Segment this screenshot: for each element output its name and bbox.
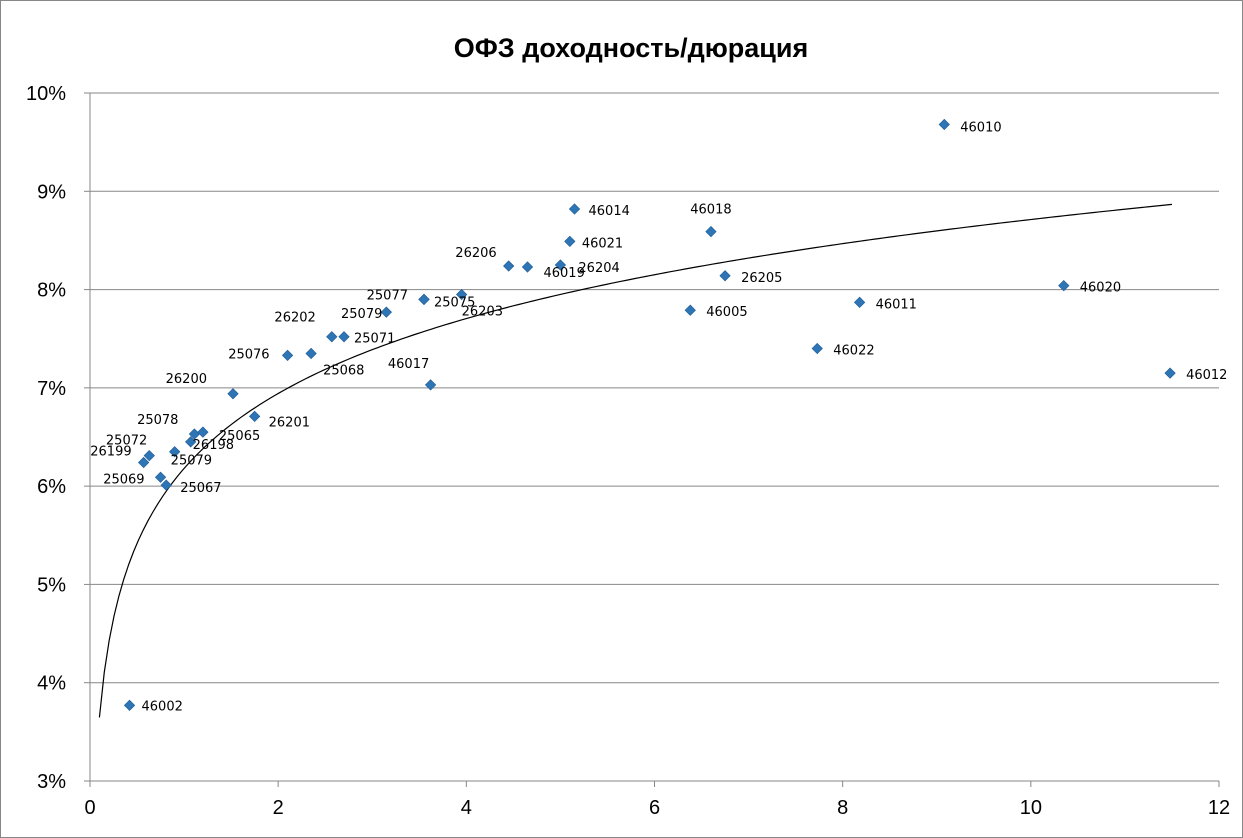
data-point-label: 46002 bbox=[142, 699, 183, 714]
data-point-label: 46018 bbox=[690, 203, 731, 218]
data-point-label: 25077 bbox=[367, 288, 408, 303]
data-point-label: 26199 bbox=[90, 445, 131, 460]
data-point-label: 25079 bbox=[171, 454, 212, 469]
data-point-label: 46010 bbox=[960, 120, 1001, 135]
data-point-label: 26201 bbox=[269, 415, 310, 430]
y-tick-label: 6% bbox=[37, 476, 66, 498]
y-tick-label: 10% bbox=[26, 83, 66, 105]
y-tick-label: 4% bbox=[37, 673, 66, 695]
data-point-marker bbox=[503, 260, 515, 272]
data-point-label: 25076 bbox=[228, 347, 269, 362]
data-point-label: 26202 bbox=[274, 311, 315, 326]
data-point-label: 46020 bbox=[1080, 281, 1121, 296]
data-point-marker bbox=[853, 296, 866, 308]
data-point-label: 25069 bbox=[103, 472, 144, 487]
data-point-marker bbox=[154, 471, 167, 483]
data-point-marker bbox=[938, 118, 950, 131]
data-point-marker bbox=[138, 456, 150, 469]
data-point-label: 46022 bbox=[833, 344, 874, 359]
axes: 3% 4% 5% 6% 7% 8% 9% 10% 0 2 4 6 8 10 12 bbox=[26, 83, 1230, 819]
data-point-marker bbox=[227, 388, 239, 400]
data-point-label: 26204 bbox=[578, 261, 619, 276]
data-point-marker bbox=[521, 261, 534, 273]
x-tick-label: 2 bbox=[273, 797, 284, 819]
data-point-marker bbox=[197, 426, 209, 438]
data-point-label: 26200 bbox=[166, 372, 207, 387]
y-tick-label: 5% bbox=[37, 574, 66, 596]
data-point-marker bbox=[249, 410, 261, 422]
y-tick-label: 8% bbox=[37, 280, 66, 302]
data-point-label: 25071 bbox=[354, 332, 395, 347]
data-point-marker bbox=[418, 293, 430, 306]
data-point-marker bbox=[564, 235, 576, 248]
data-point-marker bbox=[281, 349, 294, 362]
point-labels: 4600226199250722506925067250792619825078… bbox=[90, 120, 1227, 714]
data-point-marker bbox=[305, 347, 317, 360]
data-point-marker bbox=[424, 379, 437, 391]
data-points bbox=[123, 118, 1176, 711]
data-point-label: 46012 bbox=[1186, 368, 1227, 383]
data-point-marker bbox=[456, 288, 468, 301]
data-point-label: 25079 bbox=[341, 307, 382, 322]
x-tick-label: 12 bbox=[1208, 797, 1230, 819]
data-point-label: 25078 bbox=[137, 413, 178, 428]
data-point-marker bbox=[1164, 367, 1176, 379]
data-point-marker bbox=[684, 304, 696, 316]
data-point-marker bbox=[123, 699, 136, 711]
data-point-marker bbox=[169, 446, 181, 458]
y-tick-label: 3% bbox=[37, 771, 66, 793]
data-point-label: 46014 bbox=[589, 204, 630, 219]
x-tick-label: 6 bbox=[649, 797, 660, 819]
data-point-label: 25072 bbox=[106, 434, 147, 449]
data-point-label: 26205 bbox=[741, 271, 782, 286]
data-point-marker bbox=[568, 203, 581, 215]
x-tick-label: 8 bbox=[837, 797, 848, 819]
data-point-label: 46011 bbox=[876, 297, 917, 312]
data-point-label: 26206 bbox=[455, 246, 496, 261]
y-tick-label: 9% bbox=[37, 181, 66, 203]
data-point-marker bbox=[1058, 280, 1070, 292]
data-point-marker bbox=[143, 450, 155, 462]
data-point-label: 46017 bbox=[388, 357, 429, 372]
chart-title: ОФЗ доходность/дюрация bbox=[454, 33, 808, 63]
data-point-marker bbox=[160, 479, 172, 491]
data-point-label: 25065 bbox=[219, 429, 260, 444]
data-point-marker bbox=[811, 342, 823, 355]
data-point-marker bbox=[380, 306, 392, 318]
data-point-marker bbox=[185, 436, 197, 448]
data-point-marker bbox=[338, 331, 350, 343]
data-point-marker bbox=[326, 331, 338, 343]
trendline bbox=[98, 203, 1173, 718]
data-point-label: 25068 bbox=[323, 363, 364, 378]
x-tick-label: 10 bbox=[1020, 797, 1042, 819]
trendline-group bbox=[98, 203, 1173, 718]
y-tick-label: 7% bbox=[37, 378, 66, 400]
data-point-label: 26198 bbox=[193, 438, 234, 453]
x-tick-label: 0 bbox=[84, 797, 95, 819]
x-tick-label: 4 bbox=[461, 797, 472, 819]
data-point-label: 46021 bbox=[582, 236, 623, 251]
data-point-label: 46019 bbox=[543, 266, 584, 281]
data-point-label: 46005 bbox=[706, 305, 747, 320]
data-point-marker bbox=[719, 270, 731, 282]
data-point-marker bbox=[554, 259, 567, 271]
data-point-label: 25067 bbox=[180, 481, 221, 496]
grid-lines bbox=[90, 92, 1219, 782]
data-point-label: 26203 bbox=[462, 304, 503, 319]
data-point-marker bbox=[705, 225, 717, 238]
data-point-label: 25075 bbox=[434, 295, 475, 310]
